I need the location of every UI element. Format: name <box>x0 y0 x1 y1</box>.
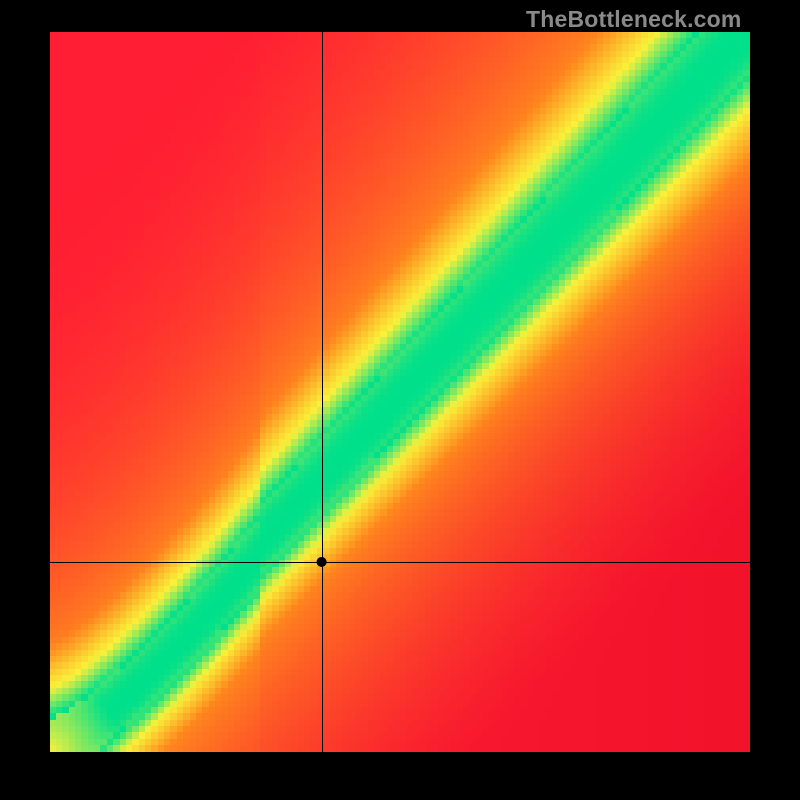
watermark-label: TheBottleneck.com <box>526 6 742 33</box>
chart-frame: TheBottleneck.com <box>0 0 800 800</box>
crosshair-overlay <box>50 32 750 752</box>
